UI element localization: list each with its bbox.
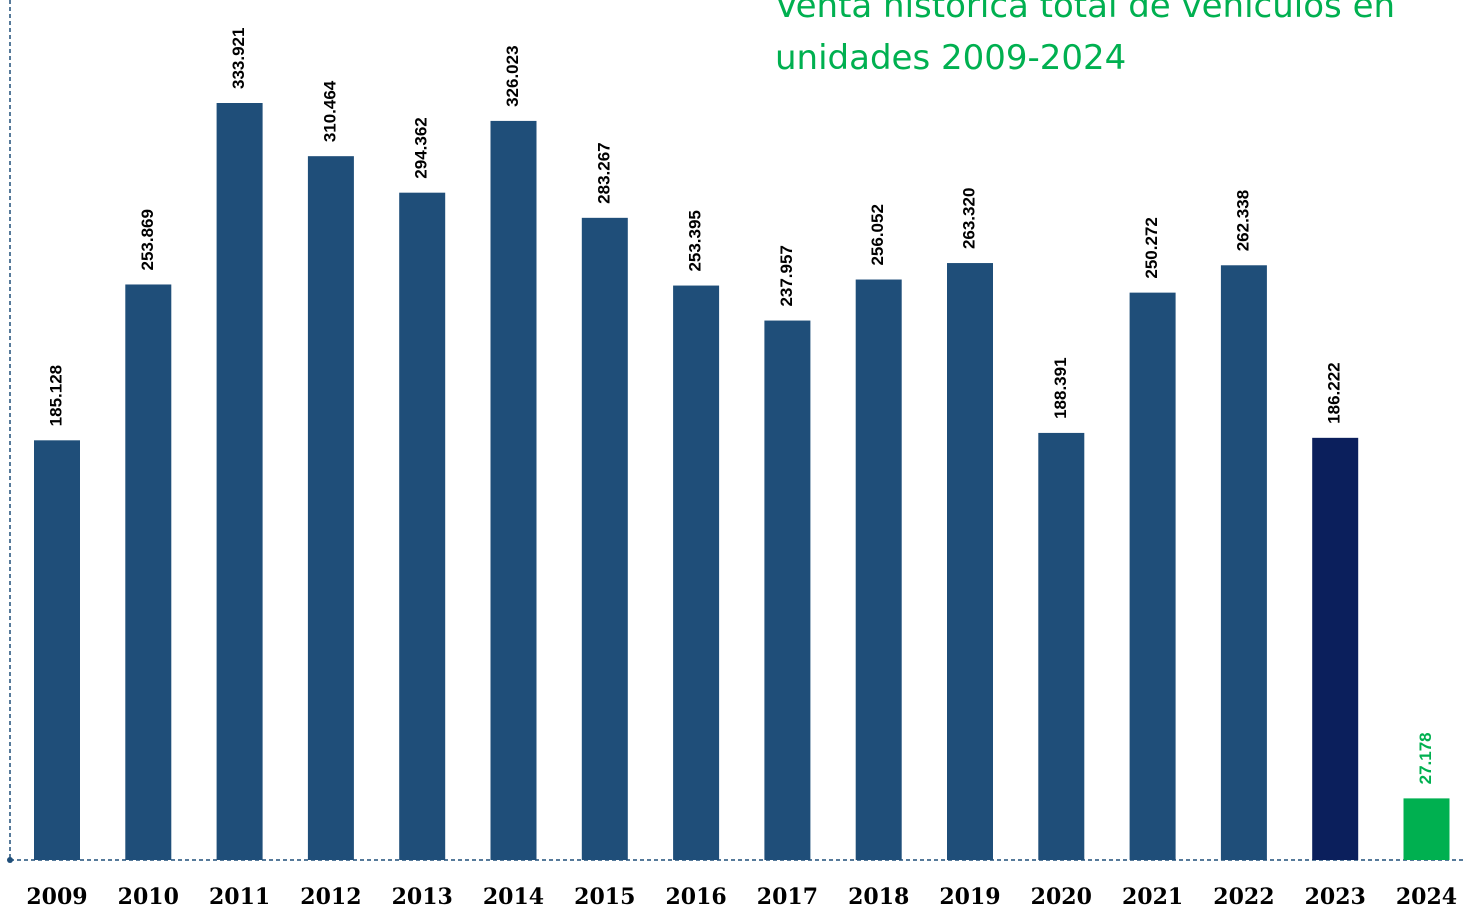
bar-2021 [1129, 292, 1176, 860]
x-tick-label-2020: 2020 [1031, 884, 1092, 910]
x-tick-label-2024: 2024 [1396, 884, 1457, 910]
bar-2009 [34, 440, 80, 860]
value-label-2015: 283.267 [594, 142, 613, 203]
value-label-2019: 263.320 [959, 188, 978, 249]
x-tick-label-2012: 2012 [300, 884, 361, 910]
value-label-2017: 237.957 [777, 245, 796, 306]
bar-2022 [1220, 265, 1267, 860]
x-tick-label-2016: 2016 [665, 884, 726, 910]
value-label-2014: 326.023 [503, 45, 522, 106]
axis-origin-dot [7, 857, 13, 863]
chart-title: Venta histórica total de vehículos en un… [775, 0, 1396, 78]
x-tick-label-2022: 2022 [1213, 884, 1274, 910]
bar-2019 [947, 263, 993, 860]
x-tick-label-2011: 2011 [209, 884, 270, 910]
value-labels: 185.128 253.869 333.921 310.464 294.362 326.0… [46, 28, 1435, 785]
x-tick-label-2015: 2015 [574, 884, 635, 910]
bars [34, 103, 1450, 861]
bar-2018 [855, 279, 902, 860]
value-label-2021: 250.272 [1142, 217, 1161, 278]
bar-2012 [307, 156, 354, 860]
value-label-2024: 27.178 [1416, 732, 1435, 784]
x-tick-label-2009: 2009 [26, 884, 87, 910]
x-tick-label-2017: 2017 [757, 884, 818, 910]
x-tick-label-2021: 2021 [1122, 884, 1183, 910]
bar-2017 [764, 320, 811, 861]
value-label-2016: 253.395 [686, 210, 705, 271]
bar-2013 [399, 192, 446, 860]
x-tick-label-2023: 2023 [1305, 884, 1366, 910]
bar-2015 [581, 217, 628, 861]
bar-2014 [490, 120, 537, 861]
value-label-2020: 188.391 [1051, 357, 1070, 418]
value-label-2011: 333.921 [229, 28, 248, 89]
bar-2024 [1403, 798, 1450, 860]
x-tick-label-2010: 2010 [118, 884, 179, 910]
bar-2010 [125, 284, 172, 860]
value-label-2022: 262.338 [1233, 190, 1252, 251]
value-label-2018: 256.052 [868, 204, 887, 265]
bar-2016 [673, 285, 720, 860]
x-tick-label-2014: 2014 [483, 884, 544, 910]
x-tick-label-2018: 2018 [848, 884, 909, 910]
bar-2023 [1312, 437, 1359, 860]
value-label-2013: 294.362 [412, 117, 431, 178]
bar-2020 [1038, 432, 1085, 860]
year-labels: 2009 2010 2011 2012 2013 2014 2015 2016 2017 2018… [26, 884, 1457, 910]
x-tick-label-2019: 2019 [939, 884, 1000, 910]
value-label-2023: 186.222 [1325, 362, 1344, 423]
value-label-2009: 185.128 [46, 365, 65, 426]
value-label-2012: 310.464 [320, 80, 339, 142]
value-label-2010: 253.869 [138, 209, 157, 270]
bar-2011 [216, 103, 263, 860]
x-tick-label-2013: 2013 [392, 884, 453, 910]
